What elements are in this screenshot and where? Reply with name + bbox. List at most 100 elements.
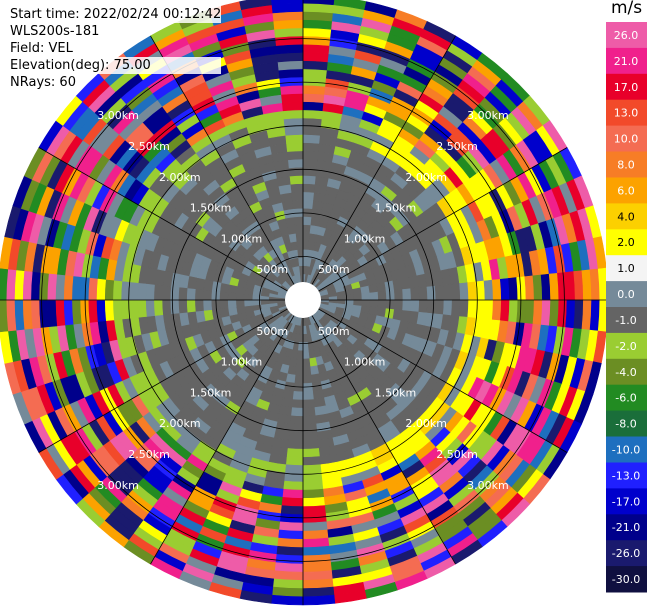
gate-2091 — [277, 60, 304, 71]
gate-1541 — [268, 299, 278, 304]
colorbar-tick-21: -30.0 — [612, 573, 640, 586]
range-label-5-2: 3.00km — [97, 479, 139, 492]
gate-548 — [508, 299, 519, 323]
gate-1557 — [137, 299, 147, 318]
colorbar-swatch-0 — [606, 22, 647, 49]
gate-2035 — [288, 232, 298, 243]
gate-15 — [302, 150, 319, 161]
gate-492 — [336, 295, 346, 301]
gate-1595 — [112, 279, 123, 301]
colorbar-tick-12: -2.0 — [615, 340, 636, 353]
colorbar-swatch-9 — [606, 255, 647, 282]
gate-1609 — [0, 267, 9, 301]
gate-2070 — [295, 232, 304, 242]
gate-1029 — [302, 431, 319, 442]
gate-507 — [459, 282, 469, 301]
gate-1608 — [5, 268, 17, 301]
gate-1580 — [235, 292, 245, 301]
colorbar-tick-18: -17.0 — [612, 495, 640, 508]
nrays: NRays: 60 — [10, 75, 76, 90]
gate-1027 — [302, 415, 317, 425]
gate-1074 — [279, 513, 304, 524]
colorbar-tick-6: 6.0 — [617, 184, 635, 197]
colorbar-tick-10: 0.0 — [617, 288, 635, 301]
colorbar-swatch-18 — [606, 488, 647, 515]
range-label-5-0: 3.00km — [97, 109, 139, 122]
colorbar-swatch-11 — [606, 307, 647, 334]
gate-1550 — [194, 299, 204, 312]
gate-985 — [308, 357, 318, 368]
azimuth-spoke-150 — [302, 299, 456, 565]
gate-1032 — [302, 456, 321, 466]
gate-7 — [302, 216, 313, 226]
gate-1078 — [275, 545, 304, 557]
gate-551 — [532, 299, 543, 326]
gate-1030 — [302, 439, 319, 450]
gate-1555 — [153, 299, 164, 316]
gate-1564 — [79, 299, 90, 324]
colorbar-swatch-21 — [606, 566, 647, 593]
range-label-1-1: 1.00km — [344, 232, 386, 245]
gate-1587 — [178, 286, 188, 301]
gate-1544 — [243, 299, 253, 307]
gate-554 — [557, 299, 568, 328]
gate-1539 — [0, 330, 14, 364]
colorbar-tick-11: -1.0 — [615, 314, 636, 327]
range-label-3-2: 2.00km — [159, 417, 201, 430]
azimuth-spoke-300 — [38, 147, 304, 301]
gate-13 — [302, 166, 318, 177]
gate-538 — [426, 299, 437, 315]
field-name: Field: VEL — [10, 41, 73, 56]
colorbar-tick-19: -21.0 — [612, 521, 640, 534]
gate-2036 — [286, 224, 297, 235]
colorbar-tick-1: 21.0 — [614, 55, 639, 68]
gate-1017 — [302, 333, 308, 343]
colorbar-tick-2: 17.0 — [614, 81, 639, 94]
range-label-4-3: 2.50km — [436, 448, 478, 461]
gate-1563 — [87, 299, 98, 323]
gate-6 — [302, 224, 312, 234]
gate-536 — [410, 299, 420, 313]
gate-1039 — [302, 513, 327, 524]
gate-28 — [302, 43, 331, 55]
gate-511 — [491, 278, 502, 301]
gate-515 — [524, 275, 535, 301]
gate-33 — [302, 2, 335, 14]
gate-1037 — [302, 496, 325, 507]
gate-503 — [426, 285, 437, 301]
colorbar-tick-17: -13.0 — [612, 469, 640, 482]
gate-2069 — [296, 240, 304, 250]
colorbar-swatch-17 — [606, 462, 647, 489]
gate-553 — [548, 299, 560, 328]
gate-1560 — [112, 299, 123, 321]
gate-1038 — [302, 505, 326, 516]
gate-10 — [302, 191, 315, 201]
colorbar-tick-9: 1.0 — [617, 262, 635, 275]
gate-2071 — [294, 224, 304, 234]
gate-1569 — [38, 299, 49, 328]
gate-1565 — [71, 299, 82, 325]
gate-26 — [302, 60, 329, 71]
gate-986 — [309, 365, 320, 376]
gate-1071 — [281, 488, 304, 499]
gate-2080 — [287, 150, 304, 161]
gate-460 — [360, 285, 371, 295]
colorbar-tick-7: 4.0 — [617, 210, 635, 223]
gate-542 — [459, 299, 469, 318]
gate-1070 — [282, 480, 304, 491]
gate-2085 — [282, 109, 304, 120]
gate-1040 — [302, 521, 328, 532]
gate-539 — [434, 299, 445, 316]
gate-1597 — [96, 278, 107, 301]
colorbar-swatch-6 — [606, 177, 647, 204]
colorbar-tick-8: 2.0 — [617, 236, 635, 249]
gate-1036 — [302, 488, 325, 499]
gate-534 — [393, 299, 404, 311]
gate-1582 — [219, 290, 229, 301]
gate-1079 — [275, 554, 304, 565]
gate-30 — [302, 27, 332, 38]
range-label-3-3: 2.00km — [405, 417, 447, 430]
gate-549 — [516, 299, 527, 324]
range-label-2-1: 1.50km — [375, 202, 417, 215]
gate-518 — [548, 272, 560, 301]
